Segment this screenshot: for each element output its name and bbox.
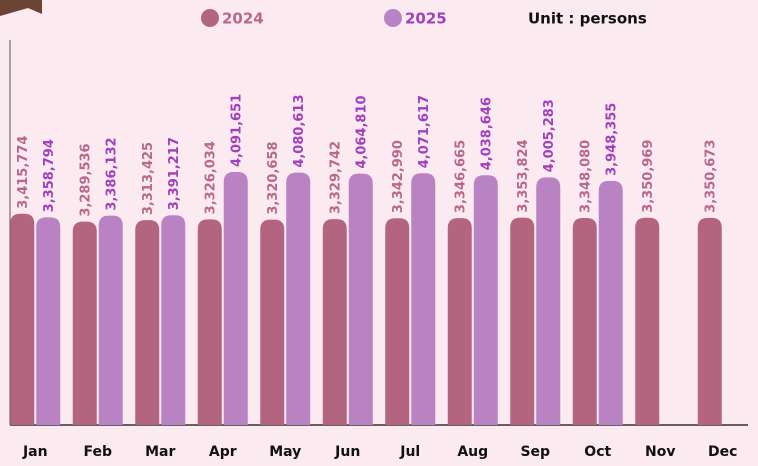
bar	[197, 219, 222, 425]
data-label: 4,038,646	[480, 97, 495, 170]
x-tick-label: Jun	[334, 444, 360, 460]
data-label: 3,386,132	[105, 137, 120, 210]
data-label: 3,415,774	[16, 136, 31, 209]
data-label: 3,320,658	[266, 141, 281, 214]
data-label: 3,350,673	[704, 140, 719, 213]
bar	[411, 173, 436, 425]
data-label: 3,346,665	[454, 140, 469, 213]
bar	[72, 221, 97, 425]
x-tick-label: Feb	[83, 444, 112, 460]
x-tick-label: Nov	[645, 444, 675, 460]
legend-label: 2025	[405, 10, 447, 28]
bar	[348, 173, 373, 425]
data-label: 4,071,617	[417, 95, 432, 168]
legend-swatch	[384, 9, 402, 27]
bar	[161, 215, 186, 425]
data-label: 4,080,613	[292, 94, 307, 167]
x-tick-label: Aug	[457, 444, 488, 460]
x-tick-label: Jul	[399, 444, 420, 460]
data-label: 3,342,990	[391, 140, 406, 213]
bar	[286, 172, 311, 425]
data-label: 4,005,283	[542, 99, 557, 172]
bar	[135, 220, 160, 425]
data-label: 3,350,969	[641, 140, 656, 213]
data-label: 3,948,355	[605, 103, 620, 176]
bar	[98, 215, 123, 425]
x-tick-label: Dec	[708, 444, 737, 460]
legend-label: 2024	[222, 10, 264, 28]
corner-decoration	[0, 0, 42, 16]
data-label: 3,391,217	[167, 137, 182, 210]
bar	[572, 217, 597, 425]
x-tick-label: Sep	[520, 444, 550, 460]
bar	[510, 217, 535, 425]
bar	[536, 177, 561, 425]
data-label: 3,313,425	[141, 142, 156, 215]
bar	[447, 218, 472, 425]
data-label: 3,289,536	[79, 143, 94, 216]
data-label: 3,358,794	[42, 139, 57, 212]
data-label: 3,348,080	[579, 140, 594, 213]
bar	[260, 219, 285, 425]
x-tick-label: Oct	[584, 444, 611, 460]
bar	[10, 213, 35, 425]
x-tick-label: Apr	[209, 444, 237, 460]
data-label: 4,091,651	[230, 94, 245, 167]
data-label: 4,064,810	[355, 95, 370, 168]
bar	[36, 217, 61, 425]
bar	[223, 171, 248, 425]
x-tick-label: Mar	[145, 444, 175, 460]
bar	[697, 217, 722, 425]
bar	[598, 180, 623, 425]
bar	[322, 219, 347, 425]
legend-swatch	[201, 9, 219, 27]
x-tick-label: May	[269, 444, 301, 460]
data-label: 3,329,742	[329, 141, 344, 214]
bar	[385, 218, 410, 425]
data-label: 3,326,034	[204, 141, 219, 214]
bar	[635, 217, 660, 425]
unit-annotation: Unit : persons	[528, 10, 647, 28]
x-tick-label: Jan	[22, 444, 48, 460]
data-label: 3,353,824	[516, 139, 531, 212]
bar	[473, 175, 498, 425]
